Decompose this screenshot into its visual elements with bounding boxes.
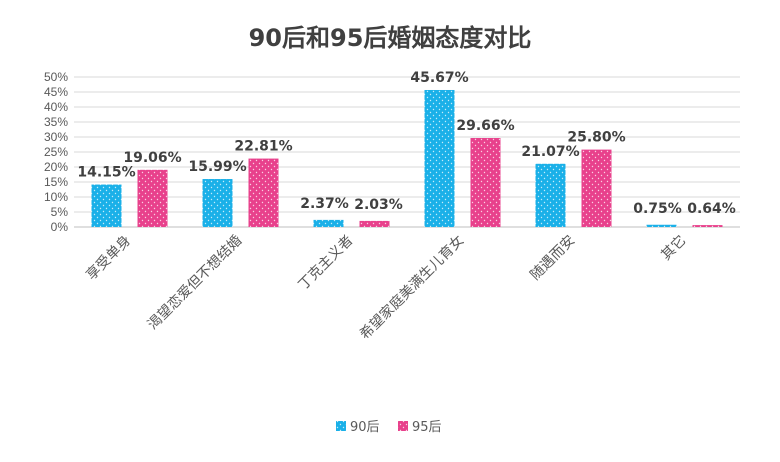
category-label: 其它 [658,232,690,264]
bar-series-95 [359,220,390,227]
chart-title: 90后和95后婚姻态度对比 [249,24,532,52]
data-label: 0.75% [633,201,682,217]
bar-series-95 [692,225,723,227]
category-label: 丁克主义者 [296,233,357,294]
y-tick-label: 15% [44,175,68,189]
bar-series-90 [202,179,233,227]
bar-series-90 [91,184,122,227]
legend-label: 95后 [412,420,442,435]
y-tick-label: 45% [44,85,68,99]
y-tick-label: 25% [44,145,68,159]
y-tick-label: 50% [44,70,68,84]
bars [91,89,723,228]
bar-series-90 [424,89,455,228]
category-label: 渴望恋爱但不想结婚 [144,232,245,333]
bar-series-95 [248,158,279,227]
data-label: 21.07% [521,144,579,160]
data-label: 19.06% [123,150,181,166]
category-label: 随遇而安 [527,233,578,284]
data-label: 22.81% [234,139,292,155]
bar-series-95 [581,149,612,227]
y-tick-label: 10% [44,190,68,204]
legend-swatch-series-90 [336,421,346,431]
y-tick-label: 35% [44,115,68,129]
legend-label: 90后 [350,420,380,435]
data-label: 14.15% [77,165,135,181]
x-axis-categories: 享受单身 渴望恋爱但不想结婚 丁克主义者 希望家庭美满生儿育女 随遇而安 其它 [83,232,690,343]
legend-swatch-series-95 [398,421,408,431]
y-tick-label: 30% [44,130,68,144]
bar-series-90 [646,224,677,227]
data-label: 29.66% [456,118,514,134]
bar-series-90 [535,163,566,227]
y-tick-label: 40% [44,100,68,114]
bar-series-95 [137,169,168,227]
data-label: 25.80% [567,130,625,146]
data-label: 0.64% [687,201,736,217]
bar-series-90 [313,219,344,227]
category-label: 享受单身 [83,232,135,284]
data-label: 2.03% [354,197,403,213]
data-label: 15.99% [188,159,246,175]
data-label: 2.37% [300,196,349,212]
gridlines [74,76,740,228]
y-tick-label: 5% [51,205,69,219]
y-axis-ticks: 0%5%10%15%20%25%30%35%40%45%50% [44,70,68,234]
y-tick-label: 0% [51,220,69,234]
legend: 90后 95后 [336,420,442,435]
data-labels: 14.15%19.06% 15.99% 22.81% 2.37% 2.03% 45.67%… [77,70,735,217]
category-label: 希望家庭美满生儿育女 [356,232,467,343]
bar-series-95 [470,138,501,227]
data-label: 45.67% [410,70,468,86]
y-tick-label: 20% [44,160,68,174]
